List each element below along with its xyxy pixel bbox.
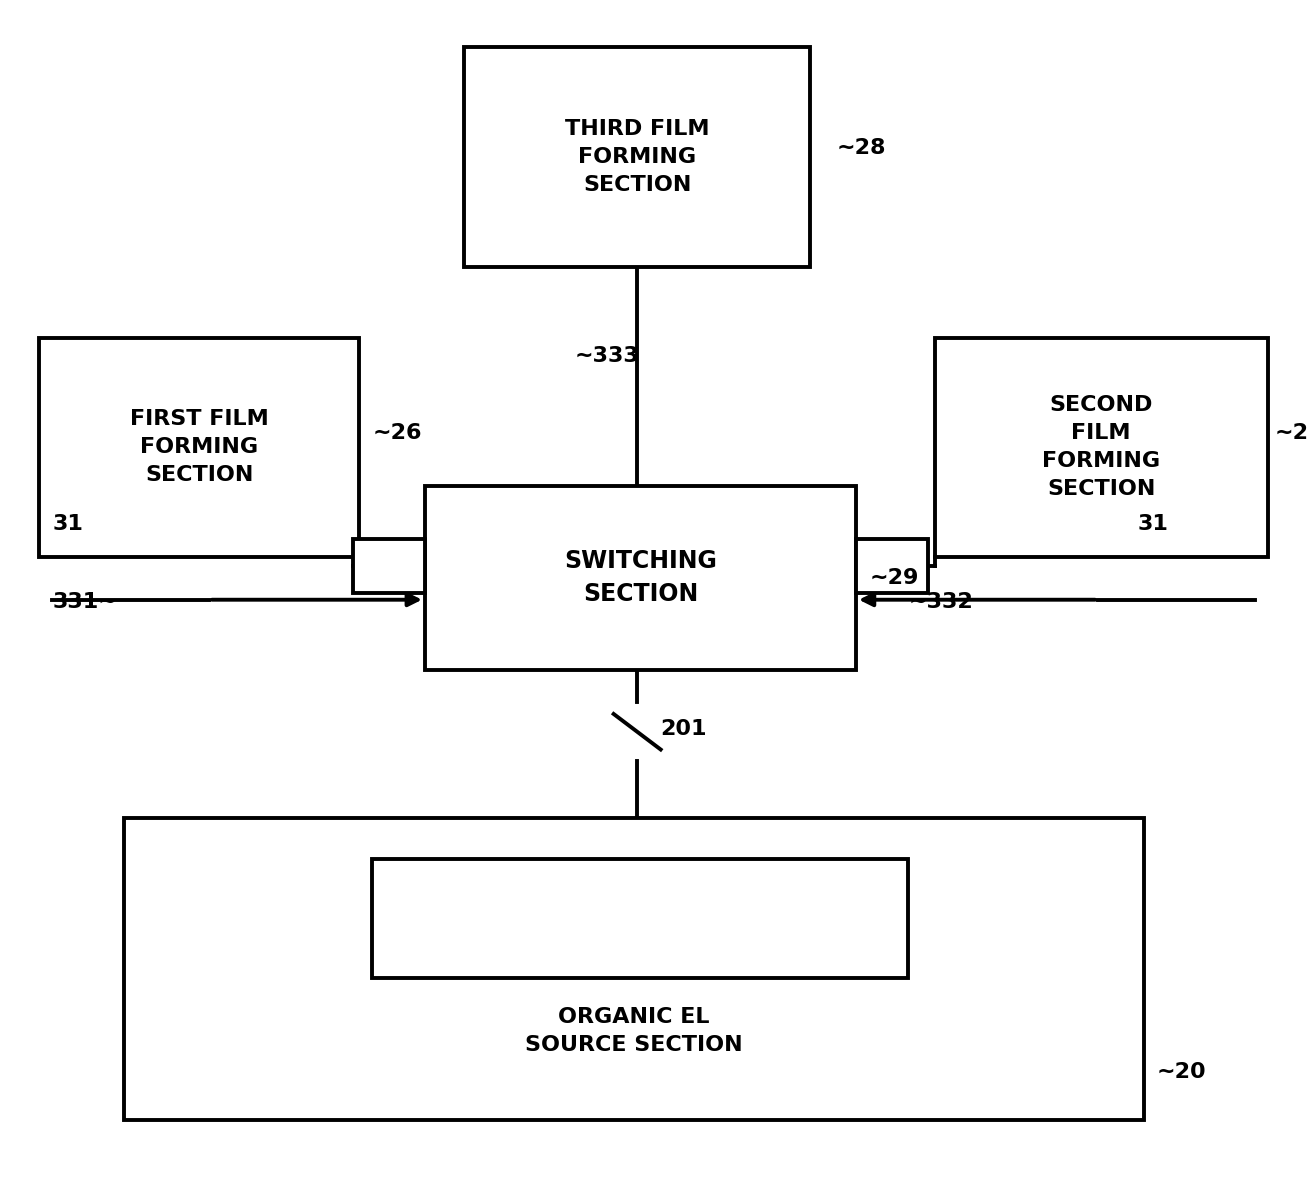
Text: ~333: ~333 xyxy=(575,346,640,365)
Text: ~26: ~26 xyxy=(372,423,422,442)
Text: ~27: ~27 xyxy=(1274,423,1307,442)
Bar xyxy=(464,47,810,267)
Text: ~20: ~20 xyxy=(1157,1063,1206,1082)
Text: FIRST FILM
FORMING
SECTION: FIRST FILM FORMING SECTION xyxy=(129,409,269,486)
Bar xyxy=(39,338,359,557)
Text: ORGANIC EL
SOURCE SECTION: ORGANIC EL SOURCE SECTION xyxy=(525,1007,742,1055)
Bar xyxy=(425,486,856,670)
Text: 31: 31 xyxy=(52,514,84,533)
Text: 31: 31 xyxy=(1137,514,1168,533)
Text: THIRD FILM
FORMING
SECTION: THIRD FILM FORMING SECTION xyxy=(565,118,710,196)
Bar xyxy=(353,539,425,592)
Bar xyxy=(935,338,1268,557)
Text: 201: 201 xyxy=(660,719,707,738)
Text: ~29: ~29 xyxy=(869,569,919,588)
Text: ~28: ~28 xyxy=(836,139,886,158)
Text: ~332: ~332 xyxy=(908,592,974,611)
Bar xyxy=(856,539,928,592)
Bar xyxy=(124,818,1144,1120)
Text: SWITCHING
SECTION: SWITCHING SECTION xyxy=(565,549,716,607)
Text: 331~: 331~ xyxy=(52,592,118,611)
Bar xyxy=(372,859,908,978)
Text: SECOND
FILM
FORMING
SECTION: SECOND FILM FORMING SECTION xyxy=(1042,396,1161,499)
